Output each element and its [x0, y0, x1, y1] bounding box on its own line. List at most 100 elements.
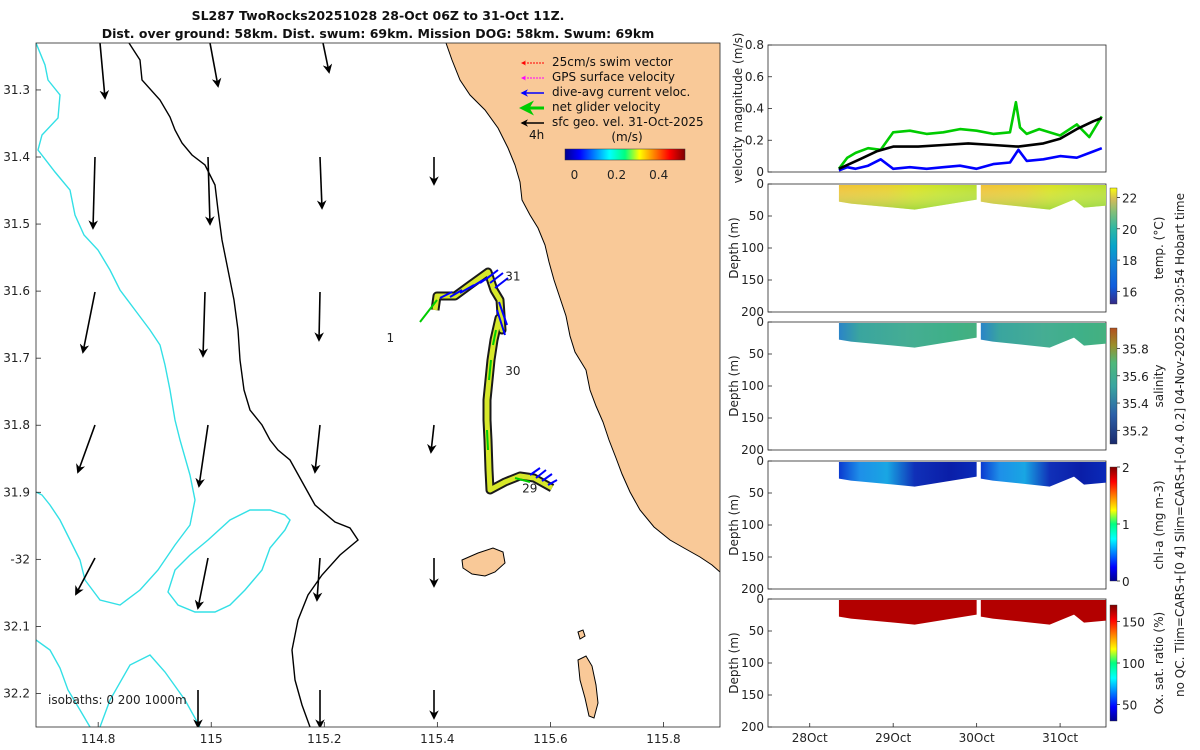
- depth-tick-label: 100: [741, 656, 764, 670]
- velocity-panel: 0 0.2 0.4 0.6 0.8 velocity magnitude (m/s): [731, 33, 1107, 183]
- geostrophic-velocity-arrow: [75, 557, 96, 596]
- velocity-y-tick-label: 0: [756, 165, 764, 179]
- geostrophic-velocity-arrow: [76, 424, 96, 474]
- section-data-swath: [980, 600, 1106, 625]
- colorbar-tick-label: 35.4: [1122, 397, 1149, 411]
- colorbar-tick-label: 20: [1122, 223, 1137, 237]
- isobath-1000m: [36, 43, 196, 606]
- map-lat-tick-label: 32.2: [3, 686, 30, 700]
- chlorophyll-colorbar-label: chl-a (mg m-3): [1152, 480, 1166, 569]
- map-lat-tick-label: 31.8: [3, 418, 30, 432]
- colorbar-tick-label: 16: [1122, 285, 1137, 299]
- map-colorbar-tick-label: 0.4: [649, 168, 668, 182]
- garden-island: [577, 655, 599, 719]
- geostrophic-velocity-arrow: [316, 156, 327, 210]
- geostrophic-velocity-arrow: [79, 291, 96, 354]
- geostrophic-velocity-arrow: [209, 43, 222, 88]
- map-colorbar-label: (m/s): [611, 130, 642, 144]
- time-tick-label: 29Oct: [875, 731, 911, 745]
- track-day-label: 31: [505, 269, 520, 283]
- temperature-ylabel: Depth (m): [727, 217, 741, 278]
- depth-tick-label: 100: [741, 241, 764, 255]
- colorbar-tick-label: 18: [1122, 254, 1137, 268]
- temperature-panel: Depth (m) temp. (°C) 0 50 100 150 200 16 18 20 2…: [727, 177, 1166, 319]
- title-line-1: SL287 TwoRocks20251028 28-Oct 06Z to 31-…: [192, 8, 565, 23]
- map-colorbar-ticks: 0 0.2 0.4: [571, 168, 669, 182]
- depth-tick-label: 0: [756, 592, 764, 606]
- depth-tick-label: 200: [741, 443, 764, 457]
- map-colorbar-tick-label: 0.2: [607, 168, 626, 182]
- temperature-colorbar: [1109, 187, 1118, 305]
- isobath-1000m-loop: [167, 509, 291, 613]
- depth-tick-label: 50: [749, 209, 764, 223]
- isobath-1000m-south: [36, 639, 201, 727]
- map-colorbar: [564, 148, 686, 161]
- geostrophic-velocity-arrow: [314, 291, 324, 342]
- rottnest-island: [461, 547, 506, 577]
- depth-tick-label: 100: [741, 379, 764, 393]
- velocity-y-tick-label: 0.6: [745, 70, 764, 84]
- track-day-label: 30: [505, 364, 520, 378]
- velocity-series: [837, 100, 1103, 172]
- geostrophic-velocity-arrow: [427, 424, 437, 454]
- net-glider-velocity-arrows: [419, 299, 531, 483]
- colorbar-tick-label: 100: [1122, 657, 1145, 671]
- map-lat-tick-label: 31.5: [3, 217, 30, 231]
- chlorophyll-colorbar: [1109, 466, 1118, 582]
- colorbar-tick-label: 35.2: [1122, 424, 1149, 438]
- section-data-shading: [980, 185, 1106, 210]
- geostrophic-velocity-arrow: [194, 557, 209, 610]
- section-data-swath: [980, 462, 1106, 487]
- legend-dive-avg-current: dive-avg current veloc.: [552, 85, 690, 99]
- map-lat-tick-label: -32: [10, 552, 30, 566]
- colorbar-tick-label: 50: [1122, 698, 1137, 712]
- legend-4h-label: 4h: [529, 128, 544, 142]
- velocity-series-line: [838, 146, 1103, 172]
- carnac-island: [577, 629, 586, 640]
- time-axis-ticks: 28Oct 29Oct 30Oct 31Oct: [792, 723, 1078, 745]
- depth-tick-label: 50: [749, 486, 764, 500]
- map-lon-tick-label: 115.4: [420, 732, 454, 746]
- colorbar-tick-label: 1: [1122, 518, 1130, 532]
- depth-tick-label: 200: [741, 582, 764, 596]
- geostrophic-velocity-arrow: [198, 291, 209, 358]
- depth-tick-label: 50: [749, 347, 764, 361]
- salinity-colorbar: [1109, 327, 1118, 445]
- salinity-colorbar-label: salinity: [1152, 364, 1166, 407]
- velocity-y-ticks: 0 0.2 0.4 0.6 0.8: [745, 38, 772, 179]
- geostrophic-vector-field: [75, 43, 439, 727]
- oxygen-colorbar-label: Ox. sat. ratio (%): [1152, 612, 1166, 714]
- map-lon-tick-label: 114.8: [81, 732, 115, 746]
- depth-tick-label: 0: [756, 177, 764, 191]
- map-lon-tick-label: 115: [200, 732, 223, 746]
- geostrophic-velocity-arrow: [322, 43, 333, 74]
- time-tick-label: 30Oct: [959, 731, 995, 745]
- depth-tick-label: 150: [741, 688, 764, 702]
- processing-note: no QC. Tlim=CARS+[0 4] Slim=CARS+[-0.4 0…: [1173, 193, 1187, 697]
- map-lat-tick-label: 31.4: [3, 150, 30, 164]
- dive-avg-current-arrows: [439, 269, 558, 486]
- map-lon-tick-label: 115.8: [646, 732, 680, 746]
- time-tick-label: 28Oct: [792, 731, 828, 745]
- depth-tick-label: 150: [741, 550, 764, 564]
- track-day-label: 1: [386, 331, 394, 345]
- depth-tick-label: 150: [741, 411, 764, 425]
- salinity-ylabel: Depth (m): [727, 355, 741, 416]
- map-panel: 31 1 30 29 isobaths: 0 200 1000m 31.331.…: [3, 42, 721, 746]
- map-legend: 25cm/s swim vector GPS surface velocity …: [519, 55, 704, 182]
- glider-track: [419, 267, 558, 495]
- depth-tick-label: 200: [741, 720, 764, 734]
- section-data-swath: [838, 600, 977, 625]
- oxygen-colorbar: [1109, 604, 1118, 722]
- depth-tick-label: 100: [741, 518, 764, 532]
- velocity-series-line: [838, 116, 1103, 170]
- colorbar-tick-label: 0: [1122, 575, 1130, 589]
- colorbar-tick-label: 35.6: [1122, 370, 1149, 384]
- section-data-swath: [838, 462, 977, 487]
- oxygen-panel: Depth (m) Ox. sat. ratio (%) 28Oct 29Oct 3…: [727, 592, 1166, 745]
- salinity-panel: Depth (m) salinity 0 50 100 150 200 35.2 35.4 3…: [727, 315, 1166, 457]
- legend-gps-velocity: GPS surface velocity: [552, 70, 675, 84]
- map-lon-ticks: 114.8 115 115.2 115.4 115.6 115.8: [81, 722, 681, 746]
- isobath-0m: [128, 43, 359, 727]
- colorbar-tick-label: 22: [1122, 191, 1137, 205]
